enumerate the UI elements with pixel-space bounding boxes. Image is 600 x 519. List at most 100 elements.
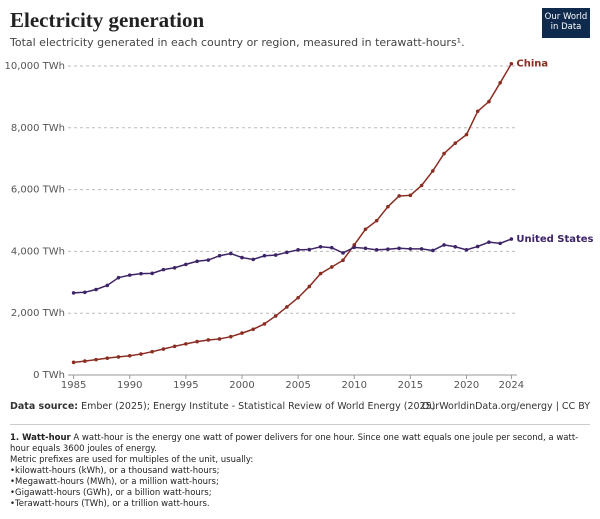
data-point (273, 314, 278, 318)
x-tick-label: 2005 (285, 380, 310, 391)
data-point (251, 327, 256, 332)
data-point (431, 248, 435, 253)
note-text: A watt-hour is the energy one watt of po… (10, 433, 579, 454)
data-point (150, 271, 154, 276)
data-point (206, 338, 211, 342)
x-tick-label: 2020 (454, 380, 479, 391)
data-point (228, 334, 233, 339)
x-tick-label: 2010 (342, 380, 367, 391)
data-point (442, 151, 446, 156)
data-point (464, 132, 469, 137)
source-text: Ember (2025); Energy Institute - Statist… (81, 401, 436, 412)
data-point (228, 251, 233, 256)
data-point (240, 255, 244, 260)
note-term: 1. Watt-hour (10, 433, 71, 443)
data-point (453, 141, 458, 145)
data-point (329, 265, 334, 269)
y-tick-label: 6,000 TWh (11, 185, 65, 196)
data-point (94, 357, 98, 362)
data-point (127, 354, 132, 358)
x-tick-label: 2015 (398, 380, 423, 391)
data-point (397, 246, 401, 251)
data-point (363, 246, 368, 251)
source-label: Data source: (10, 401, 79, 412)
chart-subtitle: Total electricity generated in each coun… (10, 36, 465, 49)
data-point (386, 247, 390, 252)
data-point (150, 349, 154, 354)
note-item: Gigawatt-hours (GWh), or a billion watt-… (10, 488, 585, 499)
data-point (341, 251, 345, 255)
data-point (127, 273, 132, 277)
data-point (217, 253, 222, 258)
data-point (217, 337, 222, 341)
chart: 0 TWh 2,000 TWh 4,000 TWh 6,000 TWh 8,000 TW… (4, 59, 593, 391)
data-point (464, 248, 469, 252)
data-point (386, 204, 390, 209)
source-url[interactable]: OurWorldinData.org/energy | CC BY (421, 401, 590, 412)
data-point (453, 244, 458, 249)
source: Data source: Ember (2025); Energy Instit… (10, 401, 435, 412)
data-point (251, 257, 256, 262)
data-point (285, 250, 289, 255)
logo-text: Our World (544, 12, 588, 22)
x-tick-label: 1985 (61, 380, 86, 391)
data-point (487, 99, 491, 104)
y-tick-label: 4,000 TWh (11, 246, 65, 257)
data-point (83, 359, 87, 363)
data-point (498, 81, 502, 85)
data-point (419, 183, 424, 188)
data-point (172, 265, 177, 270)
data-point (139, 352, 143, 356)
y-tick-label: 2,000 TWh (11, 308, 65, 319)
data-point (161, 347, 166, 351)
data-point (487, 240, 491, 244)
data-point (262, 322, 267, 326)
data-point (475, 244, 480, 249)
data-point (397, 194, 401, 198)
data-point (262, 253, 267, 258)
separator (10, 424, 590, 425)
data-point (509, 61, 514, 66)
series-label: China (516, 59, 548, 70)
data-point (329, 245, 334, 250)
data-point (94, 287, 98, 292)
data-point (318, 271, 323, 276)
data-point (105, 356, 110, 360)
data-point (161, 267, 166, 272)
y-tick-label: 0 TWh (33, 370, 65, 381)
data-point (240, 331, 244, 335)
y-tick-label: 10,000 TWh (4, 61, 65, 72)
data-point (419, 247, 424, 251)
y-tick-label: 8,000 TWh (11, 123, 65, 134)
logo-text: in Data (550, 22, 582, 32)
x-tick-label: 1990 (117, 380, 142, 391)
data-point (116, 355, 121, 359)
data-point (71, 291, 76, 295)
data-point (363, 227, 368, 232)
data-point (498, 241, 502, 246)
notes: 1. Watt-hour A watt-hour is the energy o… (10, 433, 585, 510)
data-point (71, 360, 76, 365)
data-point (184, 342, 188, 346)
data-point (352, 245, 357, 250)
note-item: kilowatt-hours (kWh), or a thousand watt… (10, 466, 585, 477)
data-point (285, 305, 289, 309)
data-point (139, 271, 143, 276)
series-line (73, 238, 512, 294)
data-point (374, 248, 379, 252)
logo[interactable]: Our World in Data (542, 8, 590, 38)
note-definition: 1. Watt-hour A watt-hour is the energy o… (10, 433, 585, 455)
data-point (408, 193, 413, 198)
data-point (83, 290, 87, 295)
data-point (273, 253, 278, 257)
note-item: Megawatt-hours (MWh), or a million watt-… (10, 477, 585, 488)
data-point (195, 339, 199, 344)
data-point (116, 275, 121, 280)
data-point (318, 244, 323, 249)
series-label: United States (516, 234, 593, 245)
data-point (341, 258, 345, 263)
data-point (307, 284, 312, 289)
data-point (307, 247, 312, 252)
note-intro: Metric prefixes are used for multiples o… (10, 455, 254, 465)
